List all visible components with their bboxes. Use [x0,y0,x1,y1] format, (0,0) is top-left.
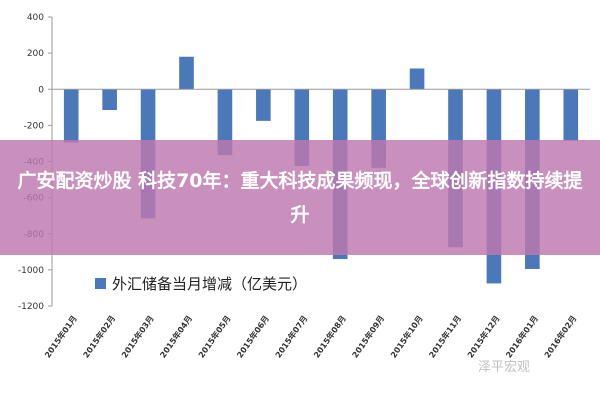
bar [409,68,425,90]
legend: 外汇储备当月增减（亿美元） [95,275,307,293]
watermark: 泽平宏观 [478,360,531,375]
y-tick-label: -200 [24,121,45,131]
x-tick-label: 2015年10月 [388,313,425,359]
legend-label: 外汇储备当月增减（亿美元） [112,275,307,293]
x-tick-label: 2016年01月 [503,313,540,359]
x-tick-label: 2015年09月 [350,313,387,359]
bar [217,89,233,156]
x-tick-label: 2015年07月 [273,313,310,359]
y-tick-label: 0 [38,85,44,95]
x-tick-label: 2015年03月 [119,313,156,359]
x-tick-label: 2015年04月 [158,313,195,359]
y-tick-label: 400 [27,13,44,23]
bar [256,89,271,121]
headline-banner: 广安配资炒股 科技70年：重大科技成果频现，全球创新指数持续提升 [0,140,600,255]
bar [563,89,579,141]
x-tick-label: 2015年12月 [465,313,502,359]
bar [102,89,117,111]
headline-text: 广安配资炒股 科技70年：重大科技成果频现，全球创新指数持续提升 [17,169,583,226]
x-tick-label: 2015年01月 [42,313,79,359]
x-tick-label: 2015年08月 [311,313,348,359]
bar [63,89,79,143]
x-tick-label: 2015年11月 [427,313,464,359]
x-tick-label: 2016年02月 [542,313,579,359]
y-tick-label: -1200 [18,302,44,312]
legend-swatch [95,278,106,289]
x-tick-label: 2015年05月 [196,313,233,359]
x-tick-label: 2015年06月 [234,313,271,359]
x-tick-label: 2015年02月 [81,313,118,359]
bar [179,56,194,90]
y-tick-label: 200 [27,49,44,59]
y-tick-label: -1000 [18,266,44,276]
